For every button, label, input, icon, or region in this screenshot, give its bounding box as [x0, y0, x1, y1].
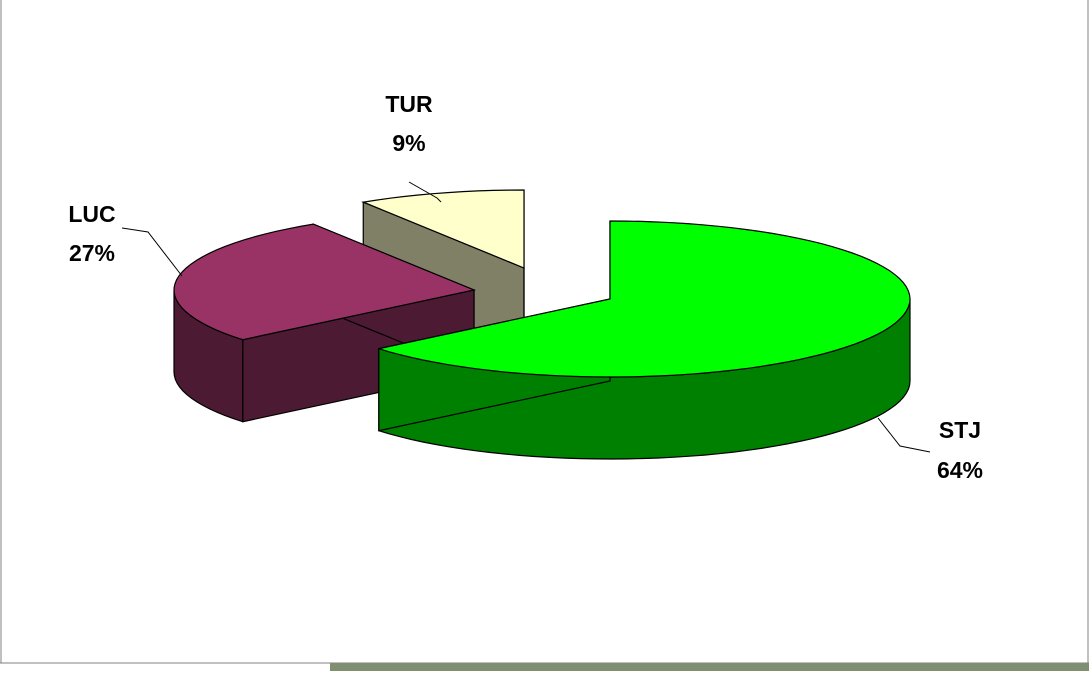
label-percent-stj: 64%: [937, 457, 983, 483]
label-percent-luc: 27%: [69, 240, 115, 266]
leader-line-tur: [408, 181, 442, 203]
frame-bottom-strip: [330, 663, 1089, 671]
label-category-stj: STJ: [939, 417, 981, 443]
slice-top-luc: [173, 223, 477, 341]
slice-top-stj: [378, 220, 911, 378]
label-category-luc: LUC: [68, 201, 115, 227]
label-percent-tur: 9%: [392, 130, 425, 156]
leader-line-stj: [877, 417, 931, 453]
label-category-tur: TUR: [385, 91, 433, 117]
leader-line-luc: [121, 227, 183, 277]
slice-top-tur: [361, 189, 525, 269]
